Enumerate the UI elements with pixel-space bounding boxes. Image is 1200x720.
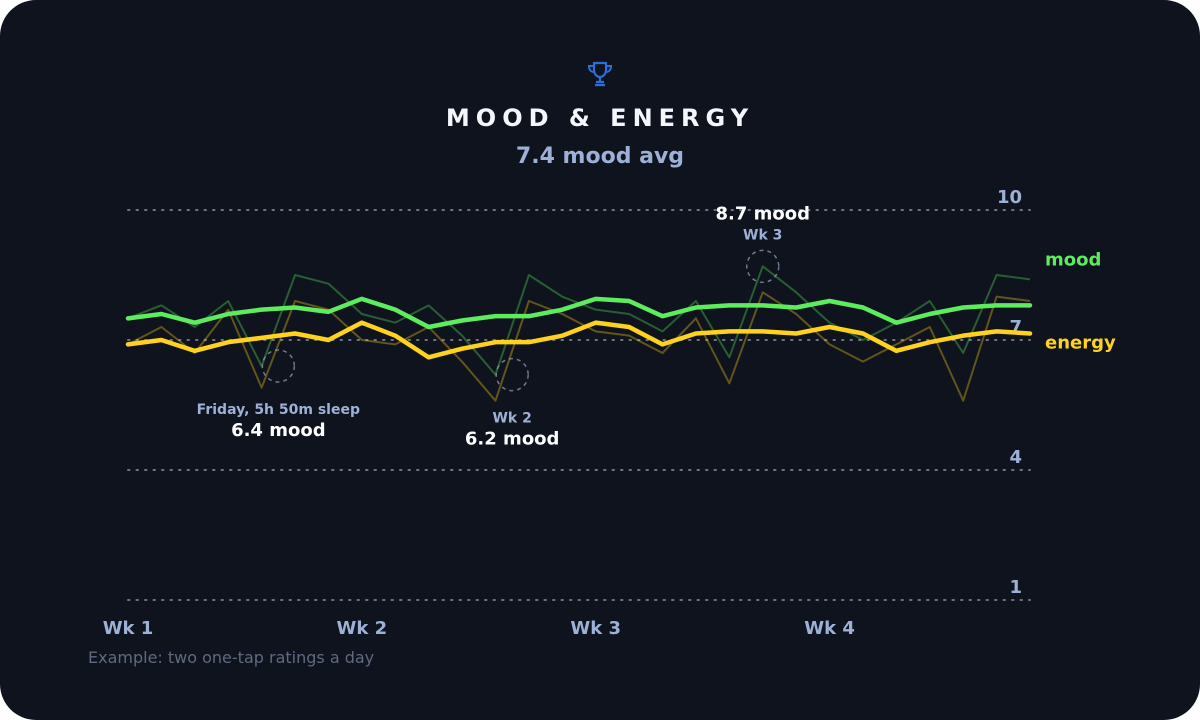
annotation-sublabel: Friday, 5h 50m sleep xyxy=(197,402,360,418)
annotation-sublabel: Wk 3 xyxy=(743,227,782,243)
energy-daily-line xyxy=(127,291,1031,402)
y-tick-label: 10 xyxy=(997,187,1022,208)
annotation-sublabel: Wk 2 xyxy=(492,411,531,427)
annotation-marker xyxy=(745,249,780,284)
annotation-label: 6.4 mood xyxy=(231,420,326,441)
energy-line xyxy=(125,320,1033,360)
annotation-label: 6.2 mood xyxy=(465,429,560,450)
chart-title: MOOD & ENERGY xyxy=(445,104,755,132)
annotation-marker xyxy=(495,357,529,392)
x-tick-label: Wk 2 xyxy=(337,618,388,639)
x-tick-label: Wk 1 xyxy=(103,618,154,639)
x-tick-label: Wk 3 xyxy=(570,618,621,639)
energy-legend-label: energy xyxy=(1045,333,1116,354)
mood-legend-label: mood xyxy=(1045,249,1101,270)
annotation-marker xyxy=(261,349,296,383)
trophy-icon xyxy=(587,61,613,87)
chart-subtitle: 7.4 mood avg xyxy=(515,144,685,169)
x-tick-label: Wk 4 xyxy=(804,618,855,639)
annotation-label: 8.7 mood xyxy=(715,203,810,224)
footnote: Example: two one-tap ratings a day xyxy=(88,648,375,667)
y-tick-label: 1 xyxy=(1009,577,1022,598)
mood-line xyxy=(125,296,1033,330)
y-tick-label: 4 xyxy=(1009,447,1022,468)
